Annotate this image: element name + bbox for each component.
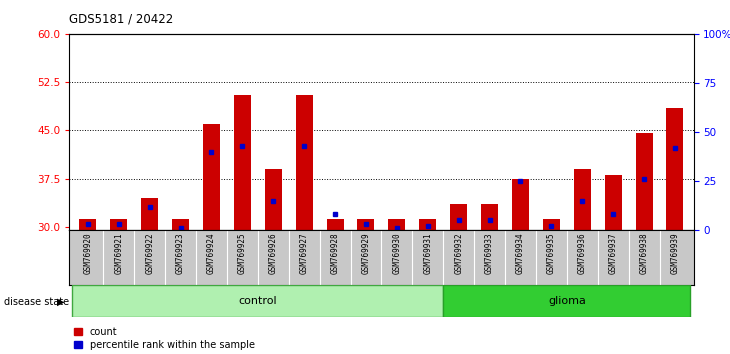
Text: GSM769929: GSM769929 [361,233,371,274]
Text: GSM769931: GSM769931 [423,233,432,274]
Text: GSM769937: GSM769937 [609,233,618,274]
Bar [543,219,560,230]
Bar [358,219,374,230]
Bar [443,285,691,317]
Bar [388,219,405,230]
Text: GSM769925: GSM769925 [238,233,247,274]
Bar [604,175,622,230]
Text: GSM769920: GSM769920 [83,233,93,274]
Text: GSM769932: GSM769932 [454,233,463,274]
Text: GSM769936: GSM769936 [577,233,587,274]
Legend: count, percentile rank within the sample: count, percentile rank within the sample [74,327,255,350]
Text: GSM769921: GSM769921 [115,233,123,274]
Text: ▶: ▶ [57,297,64,307]
Text: GSM769934: GSM769934 [516,233,525,274]
Text: GSM769927: GSM769927 [300,233,309,274]
Bar [636,133,653,230]
Text: GSM769922: GSM769922 [145,233,154,274]
Bar [666,108,683,230]
Bar [512,178,529,230]
Text: GSM769933: GSM769933 [485,233,494,274]
Bar [419,219,437,230]
Text: GSM769930: GSM769930 [392,233,402,274]
Bar [110,219,127,230]
Bar [296,95,312,230]
Text: GDS5181 / 20422: GDS5181 / 20422 [69,12,174,25]
Text: GSM769935: GSM769935 [547,233,556,274]
Text: GSM769938: GSM769938 [639,233,648,274]
Text: glioma: glioma [548,296,585,306]
Bar [481,204,498,230]
Text: control: control [239,296,277,306]
Bar [265,169,282,230]
Text: GSM769928: GSM769928 [331,233,339,274]
Text: disease state: disease state [4,297,69,307]
Bar [326,219,344,230]
Text: GSM769923: GSM769923 [176,233,185,274]
Bar [450,204,467,230]
Bar [72,285,443,317]
Bar [172,219,189,230]
Text: GSM769924: GSM769924 [207,233,216,274]
Bar [203,124,220,230]
Bar [574,169,591,230]
Bar [80,219,96,230]
Text: GSM769926: GSM769926 [269,233,278,274]
Bar [141,198,158,230]
Bar [234,95,251,230]
Text: GSM769939: GSM769939 [670,233,680,274]
